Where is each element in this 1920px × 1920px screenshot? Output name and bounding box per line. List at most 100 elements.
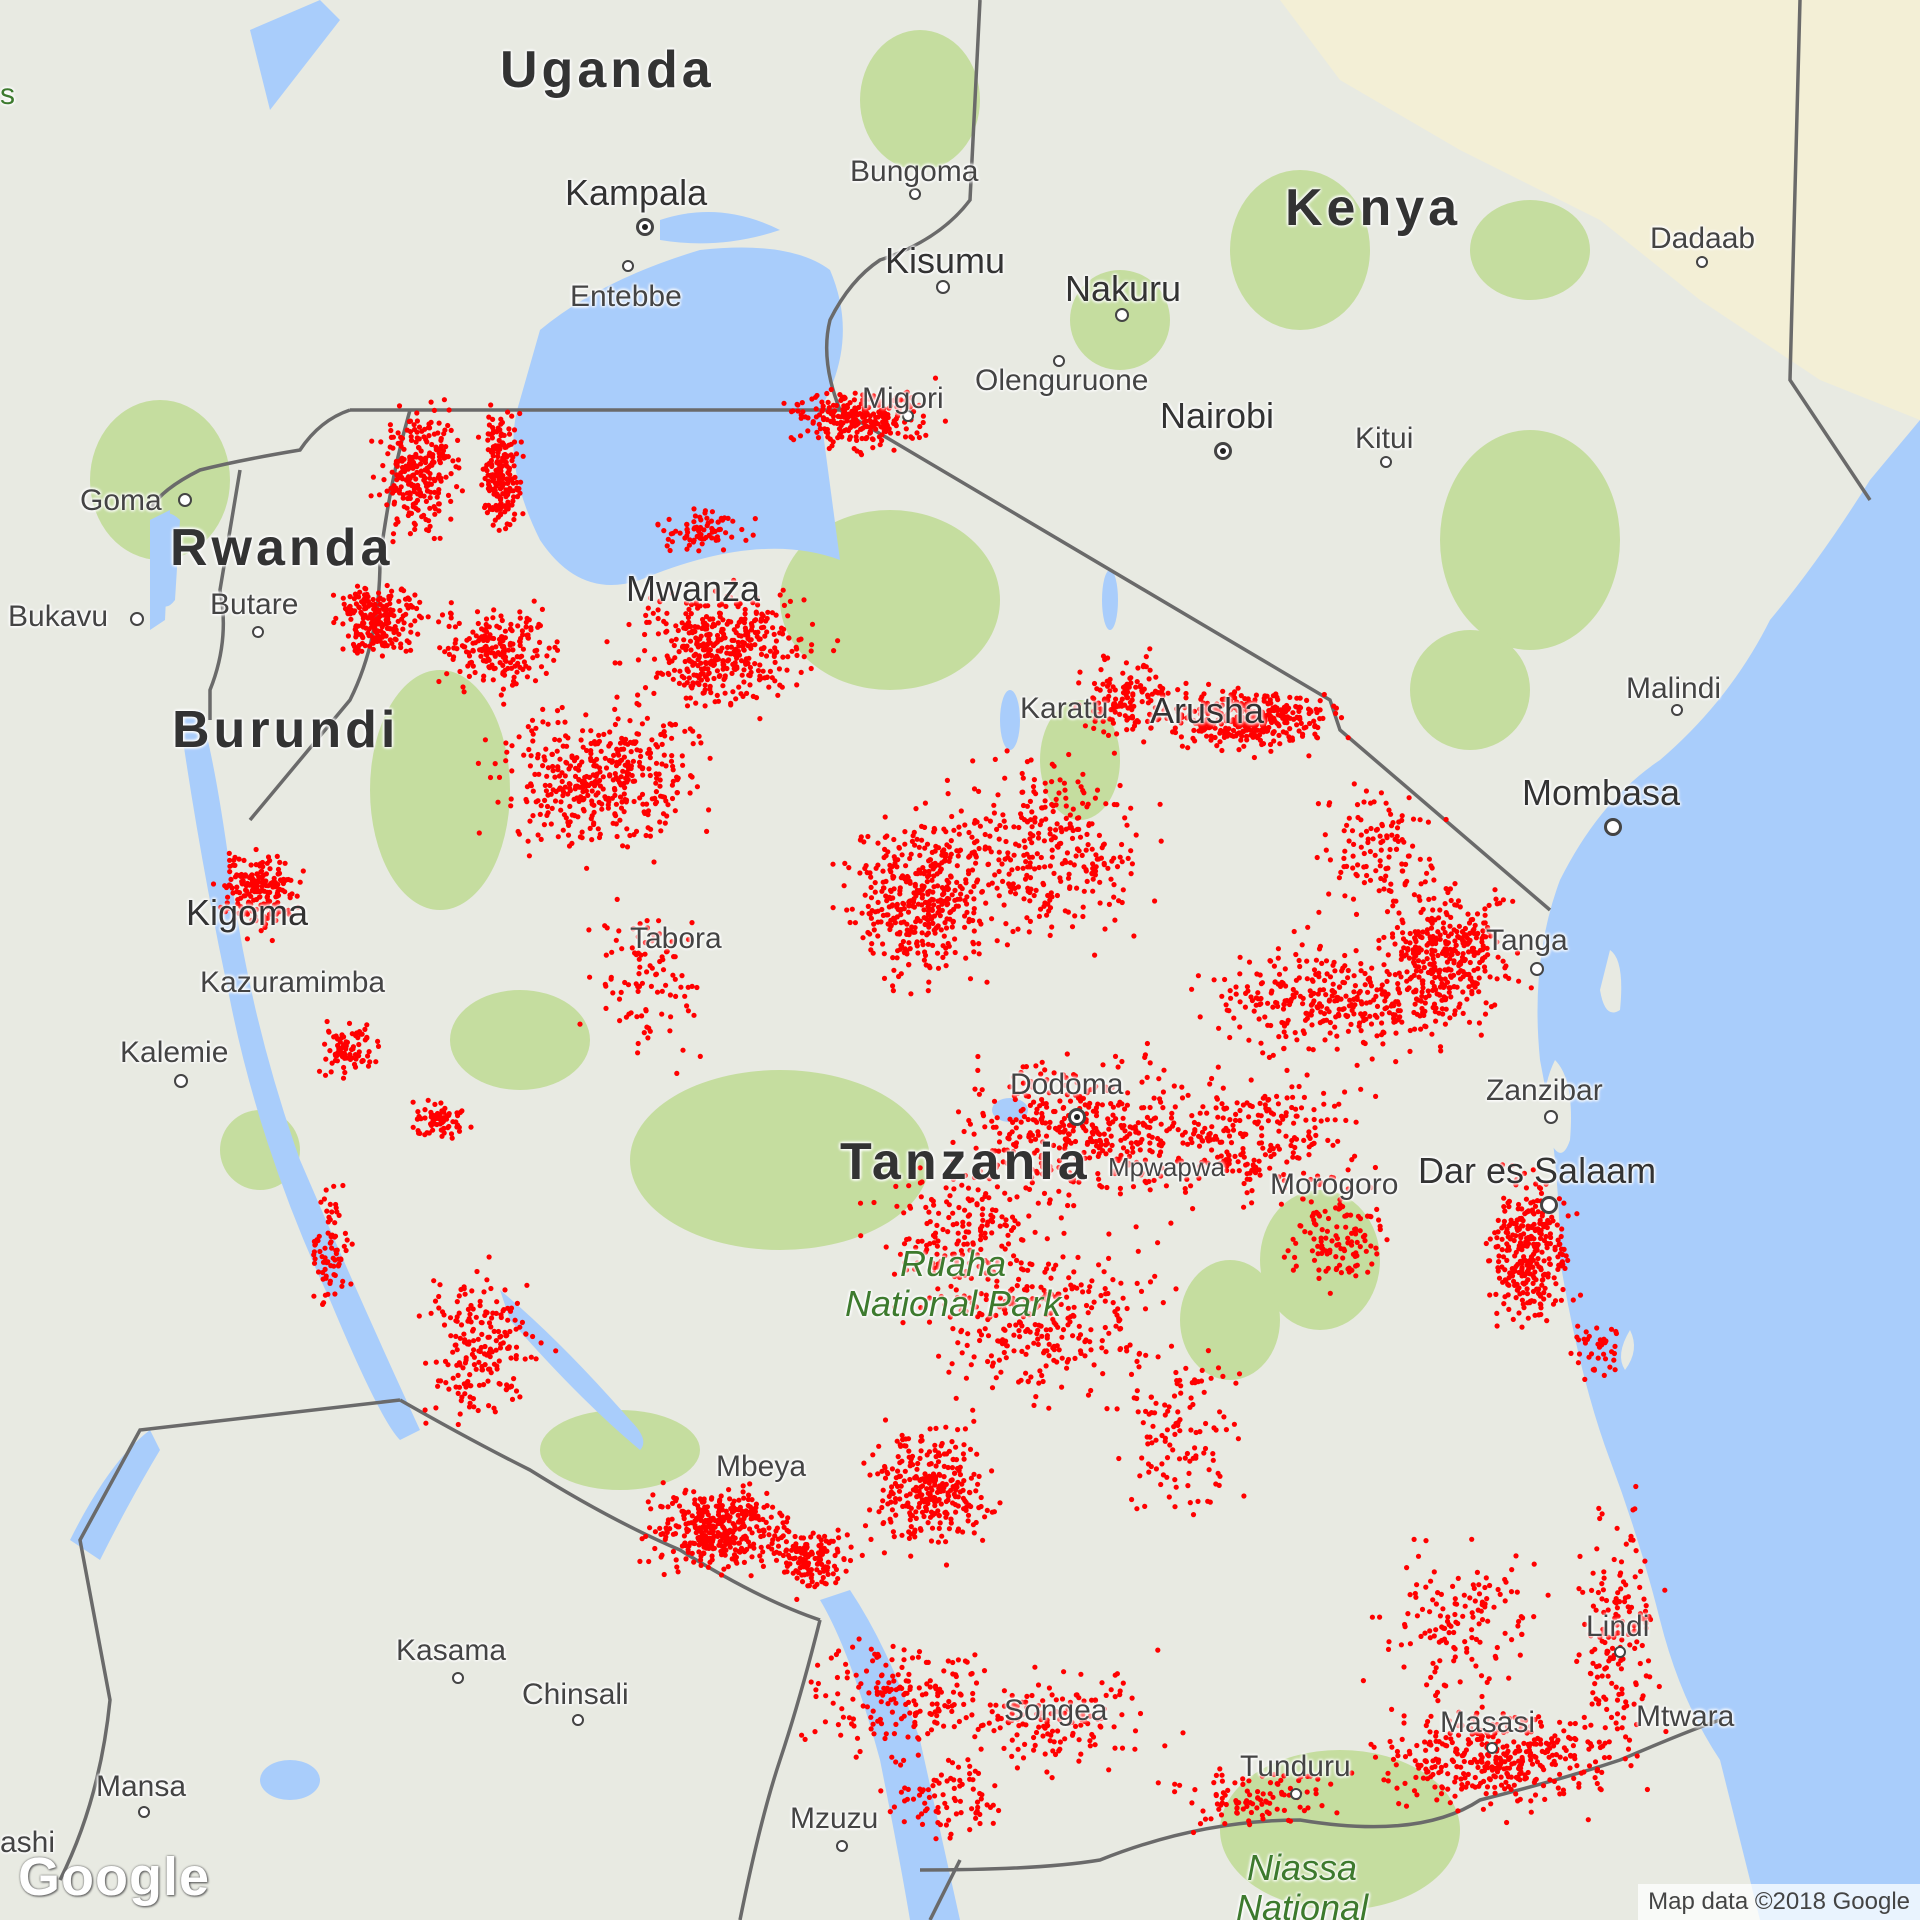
data-point <box>571 796 577 802</box>
data-point <box>431 504 437 510</box>
data-point <box>1278 1201 1284 1207</box>
data-point <box>448 611 454 617</box>
data-point <box>1434 991 1440 997</box>
data-point <box>639 791 646 798</box>
data-point <box>363 586 369 592</box>
data-point <box>991 1098 998 1104</box>
data-point <box>651 656 658 662</box>
data-point <box>1565 1257 1571 1263</box>
data-point <box>376 590 382 596</box>
data-point <box>445 492 452 498</box>
data-point <box>589 788 595 794</box>
data-point <box>1085 801 1091 807</box>
data-point <box>369 438 375 444</box>
data-point <box>1105 1116 1111 1122</box>
data-point <box>704 828 710 835</box>
data-point <box>1204 1110 1210 1116</box>
data-point <box>517 642 523 649</box>
data-point <box>1432 917 1438 923</box>
data-point <box>364 1035 370 1041</box>
data-point <box>537 811 543 818</box>
data-point <box>1311 1116 1317 1123</box>
data-point <box>771 651 778 657</box>
data-point <box>913 870 919 877</box>
data-point <box>948 838 954 844</box>
data-point <box>881 975 888 982</box>
data-point <box>1033 1110 1040 1116</box>
data-point <box>931 902 937 908</box>
data-point <box>395 440 401 446</box>
data-point <box>388 434 394 440</box>
data-point <box>1419 1005 1425 1012</box>
data-point <box>689 628 695 634</box>
data-point <box>777 630 783 636</box>
data-point <box>322 1041 328 1047</box>
data-point <box>944 777 951 784</box>
data-point <box>1183 690 1189 697</box>
data-point <box>427 495 433 501</box>
data-point <box>1047 932 1053 939</box>
data-point <box>343 1039 349 1045</box>
data-point <box>643 612 649 619</box>
data-point <box>228 876 234 883</box>
data-point <box>860 397 866 403</box>
data-point <box>1109 717 1115 723</box>
data-point <box>531 598 537 604</box>
data-point <box>1546 1292 1552 1298</box>
data-point <box>698 633 704 639</box>
data-point <box>445 645 451 651</box>
data-point <box>512 474 518 480</box>
data-point <box>879 437 885 444</box>
data-point <box>1069 924 1076 930</box>
data-point <box>612 811 618 817</box>
data-point <box>923 432 929 438</box>
data-point <box>484 637 490 644</box>
data-point <box>497 486 504 492</box>
data-point <box>873 426 879 432</box>
data-point <box>1218 710 1224 716</box>
data-point <box>609 795 616 801</box>
data-point <box>565 819 571 826</box>
data-point <box>596 834 603 841</box>
data-point <box>422 459 429 466</box>
data-point <box>949 813 955 820</box>
data-point <box>561 812 568 818</box>
data-point <box>1345 975 1351 981</box>
data-point <box>643 832 649 839</box>
data-point <box>1209 1075 1215 1082</box>
data-point <box>556 737 563 743</box>
data-point <box>361 596 367 603</box>
data-point <box>1106 901 1112 908</box>
data-point <box>708 652 715 659</box>
data-point <box>1105 732 1112 739</box>
data-point <box>748 621 755 627</box>
data-point <box>359 1058 365 1065</box>
data-point <box>794 401 800 407</box>
data-point <box>581 795 587 802</box>
data-point <box>1460 1010 1466 1017</box>
data-point <box>515 623 521 629</box>
data-point <box>684 546 690 552</box>
data-point <box>1029 809 1035 815</box>
data-point <box>548 821 554 827</box>
data-point <box>1234 1100 1240 1106</box>
data-point <box>908 434 914 440</box>
data-point <box>1282 719 1288 726</box>
data-point <box>1393 1030 1399 1036</box>
data-point <box>1206 681 1212 688</box>
data-point <box>540 706 546 713</box>
data-point <box>787 598 794 605</box>
data-point <box>661 752 667 758</box>
data-point <box>530 655 536 661</box>
data-point <box>1230 1122 1236 1128</box>
data-point <box>588 816 594 822</box>
data-point <box>502 503 508 509</box>
data-point <box>611 752 617 759</box>
data-point <box>1431 877 1437 883</box>
data-point <box>479 482 485 488</box>
data-point <box>1311 1140 1317 1146</box>
data-point <box>1442 901 1448 907</box>
data-point <box>919 930 925 936</box>
data-point <box>872 889 878 895</box>
